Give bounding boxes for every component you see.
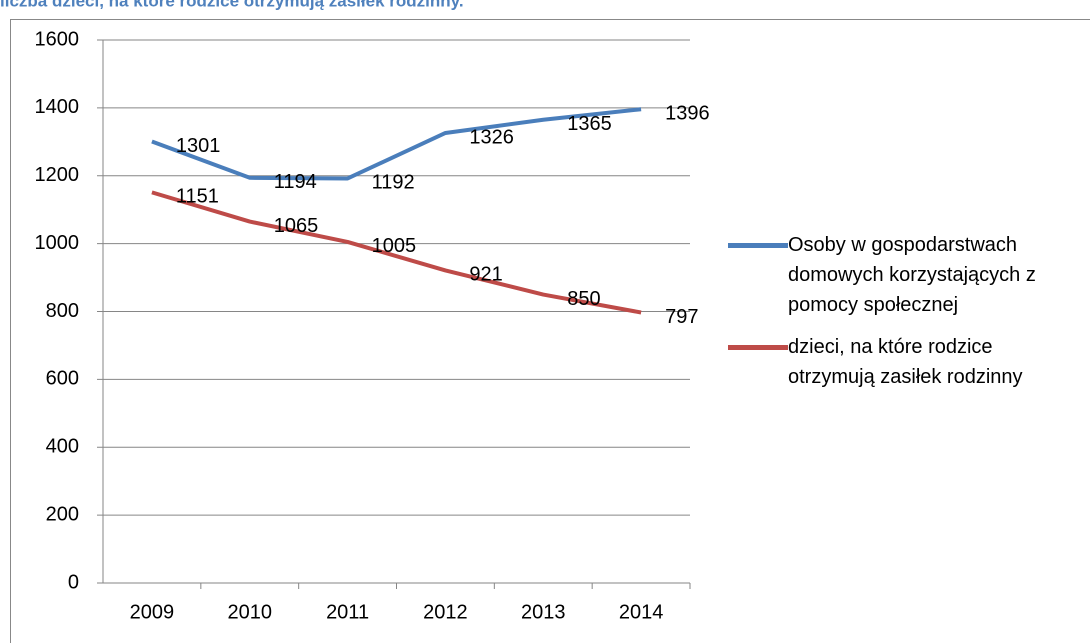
legend: Osoby w gospodarstwach domowych korzysta… bbox=[728, 230, 1078, 404]
y-tick-label: 1200 bbox=[35, 164, 80, 186]
data-label: 1396 bbox=[665, 103, 710, 125]
data-label: 1365 bbox=[567, 113, 612, 135]
y-tick-label: 600 bbox=[46, 368, 79, 390]
x-tick-label: 2010 bbox=[228, 601, 273, 623]
legend-swatch bbox=[728, 243, 788, 248]
data-label: 1151 bbox=[176, 186, 219, 208]
data-label: 1005 bbox=[372, 235, 417, 257]
data-label: 1194 bbox=[274, 171, 317, 193]
y-tick-label: 1600 bbox=[35, 28, 80, 50]
x-tick-label: 2014 bbox=[619, 601, 664, 623]
y-tick-label: 0 bbox=[68, 571, 79, 593]
chart-title: liczba dzieci, na które rodzice otrzymuj… bbox=[0, 0, 464, 10]
x-tick-label: 2012 bbox=[423, 601, 468, 623]
x-tick-label: 2009 bbox=[130, 601, 175, 623]
data-label: 921 bbox=[469, 264, 502, 286]
data-label: 1065 bbox=[274, 215, 319, 237]
legend-swatch bbox=[728, 345, 788, 350]
data-label: 1301 bbox=[176, 135, 221, 157]
data-label: 1192 bbox=[372, 172, 415, 194]
y-tick-label: 1400 bbox=[35, 96, 80, 118]
x-tick-label: 2013 bbox=[521, 601, 566, 623]
legend-label: Osoby w gospodarstwach domowych korzysta… bbox=[788, 234, 1036, 316]
data-label: 797 bbox=[665, 306, 698, 328]
legend-item: Osoby w gospodarstwach domowych korzysta… bbox=[728, 230, 1078, 320]
y-tick-label: 200 bbox=[46, 503, 79, 525]
x-tick-label: 2011 bbox=[326, 601, 369, 623]
data-label: 850 bbox=[567, 288, 600, 310]
chart-border bbox=[10, 19, 1090, 643]
series-line bbox=[151, 107, 642, 181]
legend-item: dzieci, na które rodzice otrzymują zasił… bbox=[728, 332, 1078, 392]
legend-label: dzieci, na które rodzice otrzymują zasił… bbox=[788, 336, 1023, 388]
series-line bbox=[151, 190, 642, 315]
data-label: 1326 bbox=[469, 126, 513, 148]
y-tick-label: 1000 bbox=[35, 232, 80, 254]
y-tick-label: 400 bbox=[46, 436, 79, 458]
y-tick-label: 800 bbox=[46, 300, 79, 322]
